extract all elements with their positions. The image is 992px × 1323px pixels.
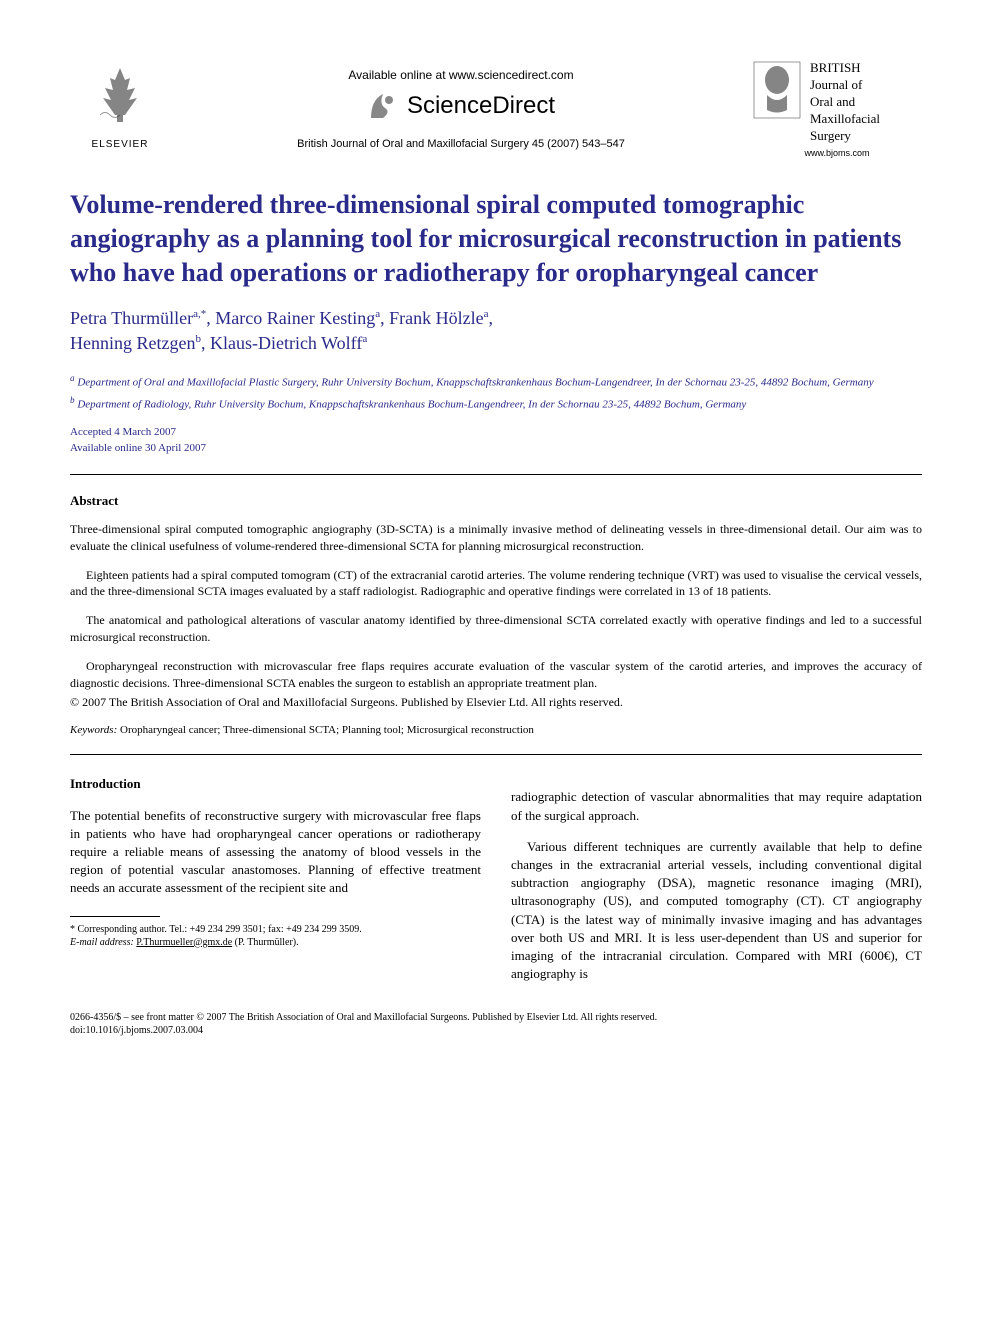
author: Frank Hölzlea: [389, 308, 488, 328]
available-online-text: Available online at www.sciencedirect.co…: [170, 68, 752, 82]
journal-url: www.bjoms.com: [752, 148, 922, 158]
citation-line: British Journal of Oral and Maxillofacia…: [170, 138, 752, 150]
available-date: Available online 30 April 2007: [70, 441, 922, 456]
author-list: Petra Thurmüllera,*, Marco Rainer Kestin…: [70, 306, 922, 356]
article-title: Volume-rendered three-dimensional spiral…: [70, 188, 922, 289]
corresponding-author-footnote: * Corresponding author. Tel.: +49 234 29…: [70, 923, 481, 949]
journal-name-line: BRITISH: [810, 60, 880, 77]
footnote-email: E-mail address: P.Thurmueller@gmx.de (P.…: [70, 936, 481, 949]
left-column: Introduction The potential benefits of r…: [70, 775, 481, 987]
abstract-copyright: © 2007 The British Association of Oral a…: [70, 695, 922, 710]
journal-name-line: Surgery: [810, 128, 880, 145]
divider: [70, 474, 922, 475]
journal-logo-block: BRITISH Journal of Oral and Maxillofacia…: [752, 60, 922, 158]
footnote-tel: * Corresponding author. Tel.: +49 234 29…: [70, 923, 481, 936]
body-columns: Introduction The potential benefits of r…: [70, 775, 922, 987]
email-address[interactable]: P.Thurmueller@gmx.de: [136, 937, 232, 948]
affiliation: a Department of Oral and Maxillofacial P…: [70, 372, 922, 391]
author: Petra Thurmüllera,*: [70, 308, 206, 328]
sciencedirect-icon: [367, 90, 399, 122]
abstract-paragraph: Three-dimensional spiral computed tomogr…: [70, 521, 922, 555]
keywords: Keywords: Oropharyngeal cancer; Three-di…: [70, 724, 922, 736]
abstract-paragraph: Eighteen patients had a spiral computed …: [70, 567, 922, 601]
center-header: Available online at www.sciencedirect.co…: [170, 60, 752, 150]
sciencedirect-text: ScienceDirect: [407, 92, 555, 120]
footer-copyright: 0266-4356/$ – see front matter © 2007 Th…: [70, 1011, 922, 1024]
body-paragraph: Various different techniques are current…: [511, 838, 922, 984]
email-attribution: (P. Thurmüller).: [235, 937, 299, 948]
author: Marco Rainer Kestinga: [215, 308, 380, 328]
body-paragraph: The potential benefits of reconstructive…: [70, 807, 481, 898]
journal-name-line: Maxillofacial: [810, 111, 880, 128]
sciencedirect-brand: ScienceDirect: [170, 90, 752, 122]
author: Klaus-Dietrich Wolffa: [210, 333, 367, 353]
journal-name-line: Oral and: [810, 94, 880, 111]
accepted-date: Accepted 4 March 2007: [70, 425, 922, 440]
affiliation: b Department of Radiology, Ruhr Universi…: [70, 394, 922, 413]
article-dates: Accepted 4 March 2007 Available online 3…: [70, 425, 922, 456]
keywords-text: Oropharyngeal cancer; Three-dimensional …: [117, 724, 534, 736]
page-container: ELSEVIER Available online at www.science…: [0, 0, 992, 1077]
abstract-heading: Abstract: [70, 493, 922, 509]
abstract-paragraph: Oropharyngeal reconstruction with microv…: [70, 658, 922, 692]
footnote-divider: [70, 916, 160, 917]
elsevier-label: ELSEVIER: [70, 139, 170, 150]
author: Henning Retzgenb: [70, 333, 201, 353]
right-column: radiographic detection of vascular abnor…: [511, 775, 922, 987]
footer: 0266-4356/$ – see front matter © 2007 Th…: [70, 1011, 922, 1037]
elsevier-tree-icon: [85, 60, 155, 130]
journal-name-line: Journal of: [810, 77, 880, 94]
keywords-label: Keywords:: [70, 724, 117, 736]
elsevier-logo: ELSEVIER: [70, 60, 170, 150]
abstract-paragraph: The anatomical and pathological alterati…: [70, 612, 922, 646]
introduction-heading: Introduction: [70, 775, 481, 793]
header-row: ELSEVIER Available online at www.science…: [70, 60, 922, 158]
footer-doi: doi:10.1016/j.bjoms.2007.03.004: [70, 1024, 922, 1037]
email-label: E-mail address:: [70, 937, 134, 948]
journal-name: BRITISH Journal of Oral and Maxillofacia…: [810, 60, 880, 144]
divider: [70, 754, 922, 755]
body-paragraph: radiographic detection of vascular abnor…: [511, 788, 922, 824]
journal-emblem-icon: [752, 60, 802, 125]
